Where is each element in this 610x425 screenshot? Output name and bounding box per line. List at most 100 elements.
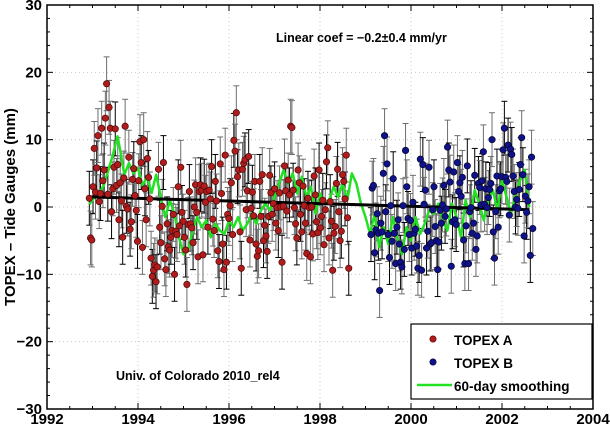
data-point (332, 179, 340, 187)
data-point (377, 219, 385, 227)
data-point (342, 151, 350, 159)
data-point (467, 204, 475, 212)
data-point (458, 173, 466, 181)
data-point (232, 109, 240, 117)
data-point (393, 223, 401, 231)
data-point (463, 162, 471, 170)
data-point (121, 122, 129, 130)
data-point (142, 216, 150, 224)
data-point (256, 177, 264, 185)
data-point (306, 253, 314, 261)
data-point (220, 266, 228, 274)
data-point (216, 160, 224, 168)
data-point (230, 136, 238, 144)
data-point (279, 202, 287, 210)
data-point (499, 146, 507, 154)
data-point (120, 174, 128, 182)
y-tick-label: 0 (34, 199, 42, 216)
data-point (145, 173, 153, 181)
data-point (523, 208, 531, 216)
x-axis-tick-labels: 1992 1994 1996 1998 2000 2002 2004 (30, 411, 610, 425)
x-tick-label: 2002 (485, 411, 518, 425)
source-annotation: Univ. of Colorado 2010_rel4 (116, 369, 280, 383)
data-point (489, 228, 497, 236)
data-point (95, 198, 103, 206)
data-point (513, 196, 521, 204)
data-point (152, 278, 160, 286)
data-point (96, 189, 104, 198)
data-point (379, 169, 387, 177)
x-tick-label: 1998 (303, 411, 336, 425)
data-point (516, 161, 524, 169)
data-point (334, 165, 342, 173)
data-point (162, 266, 170, 274)
data-point (180, 233, 188, 241)
data-point (478, 177, 486, 185)
data-point (345, 264, 353, 272)
legend-label-smoothing: 60-day smoothing (454, 379, 570, 394)
data-point (263, 247, 271, 255)
data-point (201, 198, 209, 206)
legend-item-smoothing: 60-day smoothing (417, 379, 570, 394)
data-point (373, 210, 381, 218)
data-point (188, 224, 196, 232)
data-point (157, 239, 165, 247)
data-point (171, 270, 179, 278)
data-point (340, 177, 348, 185)
data-point (143, 154, 151, 163)
data-point (127, 218, 135, 226)
data-point (199, 251, 207, 259)
data-point (234, 173, 242, 181)
data-point (298, 228, 306, 236)
data-point (85, 194, 93, 202)
data-point (221, 151, 229, 159)
data-point (90, 144, 98, 152)
data-point (116, 179, 124, 187)
data-point (238, 165, 247, 173)
data-point (519, 171, 527, 179)
data-point (131, 192, 139, 200)
data-point (486, 185, 494, 194)
data-point (130, 165, 138, 173)
linear-coef-annotation: Linear coef = −0.2±0.4 mm/yr (276, 31, 447, 45)
data-point (271, 185, 279, 193)
data-point (413, 242, 421, 250)
data-point (174, 183, 182, 191)
data-point (339, 171, 347, 179)
data-point (301, 219, 310, 227)
data-point (508, 150, 516, 159)
data-point (453, 159, 461, 167)
data-point (105, 103, 113, 111)
data-point (389, 175, 397, 183)
data-point (337, 227, 345, 235)
data-point (119, 233, 127, 241)
data-point (141, 185, 149, 193)
data-point (395, 240, 403, 248)
data-point (284, 176, 292, 184)
data-point (140, 136, 148, 144)
x-tick-label: 1992 (30, 411, 63, 425)
data-point (268, 210, 276, 218)
data-point (248, 188, 256, 196)
data-point (460, 236, 468, 244)
data-point (484, 194, 492, 202)
data-point (500, 124, 508, 132)
data-point (518, 134, 526, 142)
data-point (329, 266, 337, 274)
data-point (441, 212, 449, 220)
data-point (442, 205, 450, 213)
data-point (341, 195, 349, 203)
data-point (490, 254, 499, 262)
data-point (166, 246, 174, 254)
data-point (452, 220, 460, 229)
data-point (297, 210, 305, 218)
data-point (509, 172, 517, 180)
data-points (85, 80, 537, 295)
x-tick-label: 1996 (212, 411, 245, 425)
y-tick-label: 30 (25, 0, 42, 14)
data-point (420, 200, 428, 208)
data-point (492, 208, 500, 216)
data-point (418, 266, 426, 274)
data-point (437, 219, 445, 227)
y-tick-label: −30 (17, 401, 42, 418)
